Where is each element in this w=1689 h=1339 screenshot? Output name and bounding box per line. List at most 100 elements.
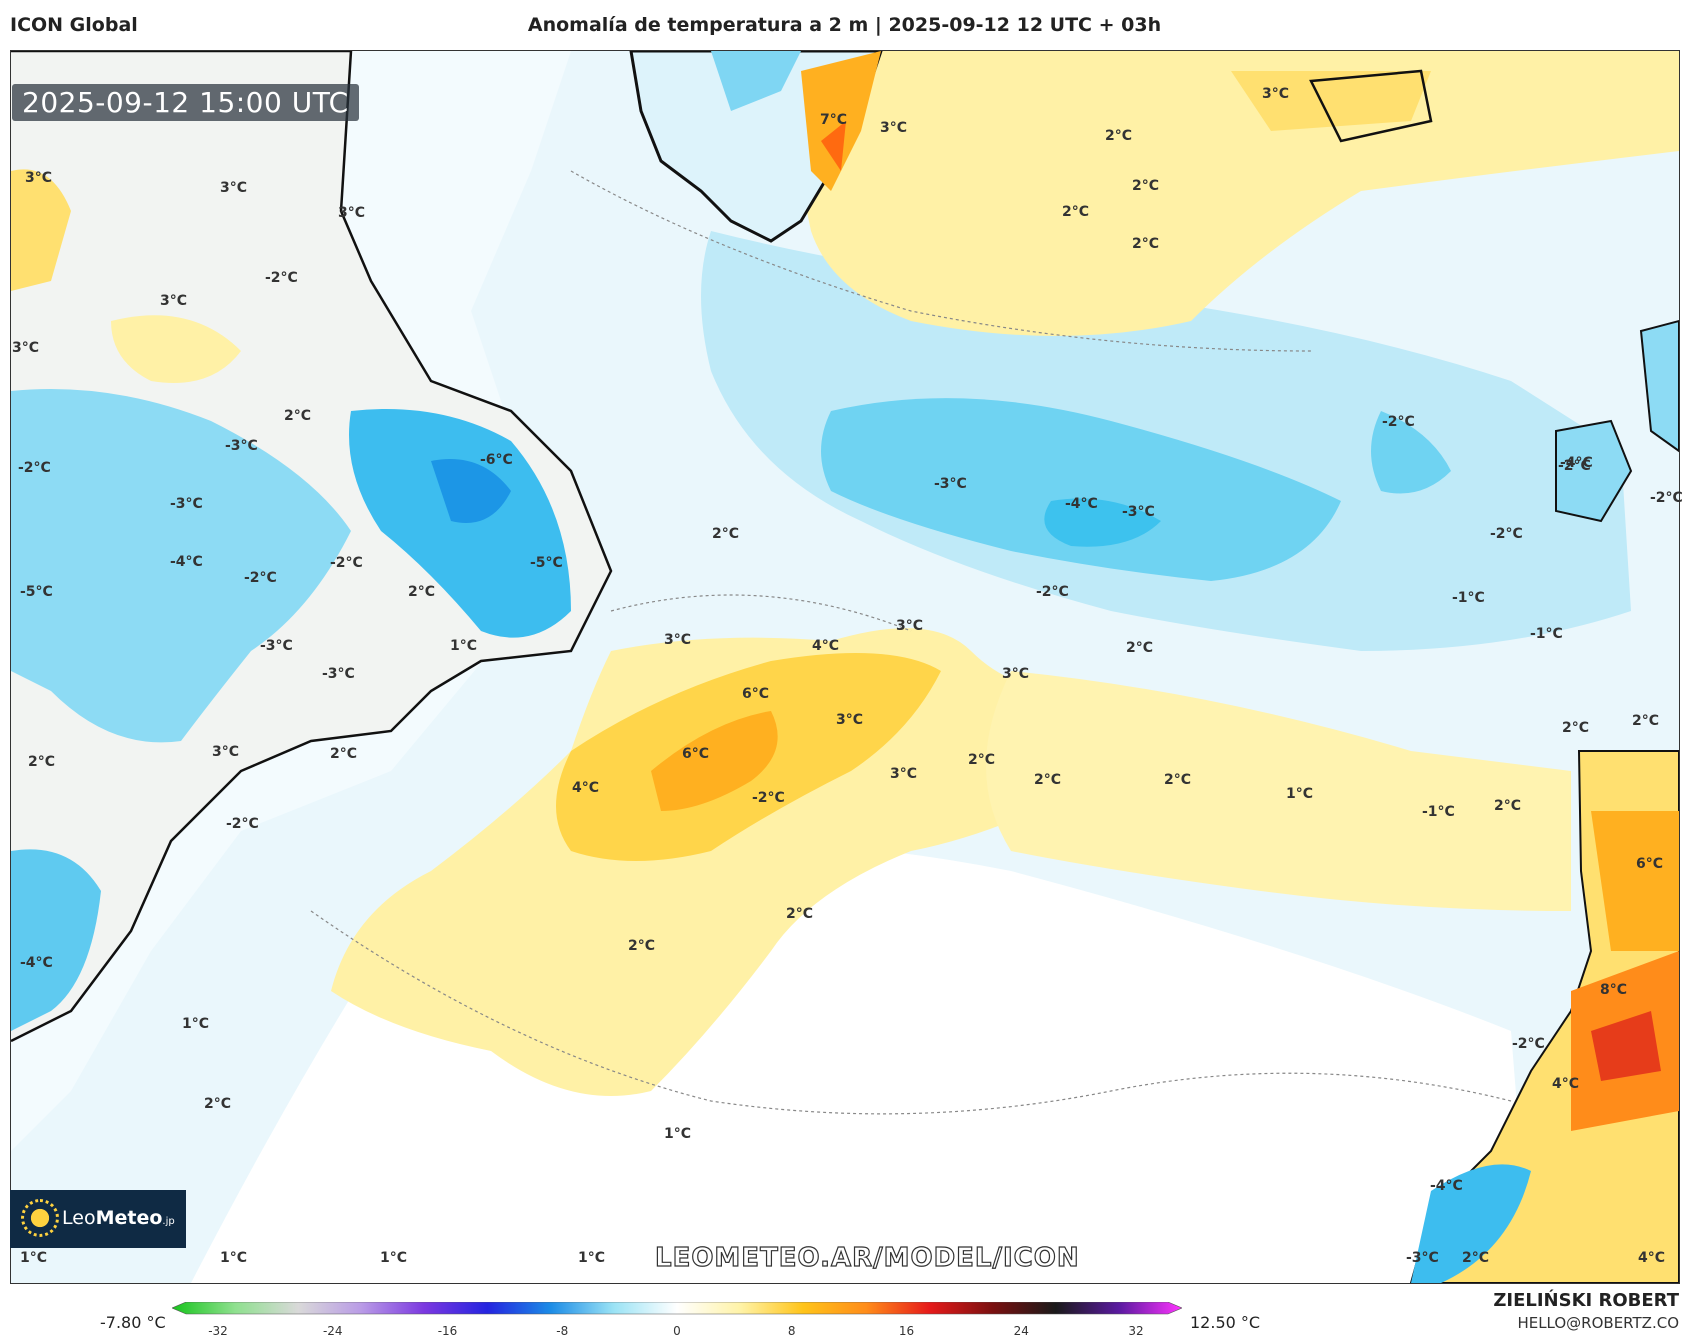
colorbar-tick-label: -16: [437, 1324, 458, 1338]
contour-line-2: [310, 910, 1512, 1115]
map-label: 1°C: [20, 1250, 48, 1266]
map-label: 3°C: [1002, 666, 1030, 682]
warm-anomaly-east: [986, 671, 1571, 911]
contour-line-1: [570, 170, 1312, 352]
temperature-anomaly-map[interactable]: [10, 50, 1680, 1284]
map-label: 1°C: [380, 1250, 408, 1266]
map-label: 2°C: [1132, 178, 1160, 194]
map-label: -1°C: [1452, 590, 1485, 606]
map-label: 2°C: [204, 1096, 232, 1112]
map-label: 2°C: [968, 752, 996, 768]
colorbar-tick-label: 8: [787, 1324, 796, 1338]
map-label: -2°C: [1558, 458, 1591, 474]
map-label: -4°C: [20, 955, 53, 971]
greenland-cold: [711, 51, 801, 111]
map-label: -2°C: [1490, 526, 1523, 542]
author-email: HELLO@ROBERTZ.CO: [1517, 1314, 1679, 1332]
map-label: 2°C: [1105, 128, 1133, 144]
map-label: 2°C: [1132, 236, 1160, 252]
source-url-watermark: LEOMETEO.AR/MODEL/ICON: [654, 1242, 1080, 1273]
map-label: 4°C: [812, 638, 840, 654]
logo-text: LeoMeteo.jp: [62, 1207, 175, 1229]
map-label: 2°C: [1164, 772, 1192, 788]
canary-current-cold: [1411, 1164, 1531, 1283]
map-label: -5°C: [20, 584, 53, 600]
map-label: -2°C: [330, 555, 363, 571]
map-label: 2°C: [786, 906, 814, 922]
map-label: -3°C: [225, 438, 258, 454]
map-label: 2°C: [628, 938, 656, 954]
map-label: -2°C: [1036, 584, 1069, 600]
map-label: -3°C: [322, 666, 355, 682]
colorbar-tick-label: -32: [208, 1324, 228, 1338]
map-label: -5°C: [530, 555, 563, 571]
map-label: 2°C: [1462, 1250, 1490, 1266]
map-label: 3°C: [836, 712, 864, 728]
canada-warm-patch: [111, 315, 241, 383]
map-label: 1°C: [182, 1016, 210, 1032]
map-label: 2°C: [1126, 640, 1154, 656]
cold-anomaly-core: [821, 398, 1341, 581]
map-label: -4°C: [1065, 496, 1098, 512]
map-label: 1°C: [220, 1250, 248, 1266]
ireland-coast: [1555, 419, 1633, 523]
colorbar-tick-label: 32: [1128, 1324, 1144, 1338]
greenland-hot: [821, 121, 846, 171]
map-label: 3°C: [12, 340, 40, 356]
map-label: -2°C: [1382, 414, 1415, 430]
greenland-warm: [801, 51, 881, 191]
model-name: ICON Global: [10, 14, 138, 36]
labrador-cold-core: [431, 459, 511, 523]
map-label: 3°C: [880, 120, 908, 136]
map-label: 4°C: [1552, 1076, 1580, 1092]
na-coastline: [11, 51, 613, 1043]
map-label: -1°C: [1422, 804, 1455, 820]
contour-line-3: [610, 594, 912, 632]
map-label: 1°C: [450, 638, 478, 654]
map-label: 2°C: [408, 584, 436, 600]
warm-anomaly-north: [797, 51, 1679, 336]
map-label: -3°C: [260, 638, 293, 654]
map-label: -1°C: [1530, 626, 1563, 642]
map-label: 3°C: [160, 293, 188, 309]
map-label: 1°C: [1286, 786, 1314, 802]
map-label: 4°C: [1638, 1250, 1666, 1266]
map-label: -2°C: [244, 570, 277, 586]
map-label: 1°C: [578, 1250, 606, 1266]
colorbar-tick-label: 0: [673, 1324, 681, 1338]
map-label: 3°C: [25, 170, 53, 186]
colorbar-tick-label: -24: [322, 1324, 343, 1338]
map-label: -6°C: [480, 452, 513, 468]
map-label: 8°C: [1600, 982, 1628, 998]
map-label: -3°C: [934, 476, 967, 492]
map-label: 2°C: [1062, 204, 1090, 220]
morocco-peak: [1591, 1011, 1661, 1081]
cold-anomaly-peak: [1044, 498, 1161, 547]
map-label: -3°C: [1406, 1250, 1439, 1266]
iberia-warm: [1591, 811, 1679, 951]
map-label: -4°C: [170, 554, 203, 570]
map-label: 2°C: [28, 754, 56, 770]
map-label: 2°C: [284, 408, 312, 424]
map-label: 2°C: [330, 746, 358, 762]
map-label: 2°C: [1494, 798, 1522, 814]
map-label: 3°C: [338, 205, 366, 221]
warm-patch-iceland: [1231, 71, 1431, 131]
map-label: 7°C: [820, 112, 848, 128]
map-label: 3°C: [664, 632, 692, 648]
map-label: -2°C: [1512, 1036, 1545, 1052]
map-label: -4°C: [1560, 455, 1593, 471]
map-canvas: [11, 51, 1679, 1283]
map-label: -2°C: [752, 790, 785, 806]
leometeo-logo: LeoMeteo.jp: [10, 1190, 186, 1248]
uk-coast: [1639, 319, 1679, 453]
colorbar-tick-label: 24: [1013, 1324, 1029, 1338]
map-label: 3°C: [1262, 86, 1290, 102]
map-label: 3°C: [890, 766, 918, 782]
map-label: 6°C: [682, 746, 710, 762]
map-label: 3°C: [212, 744, 240, 760]
map-label: 2°C: [712, 526, 740, 542]
colorbar-min-label: -7.80 °C: [100, 1313, 166, 1332]
map-label: 6°C: [742, 686, 770, 702]
map-label: 2°C: [1562, 720, 1590, 736]
